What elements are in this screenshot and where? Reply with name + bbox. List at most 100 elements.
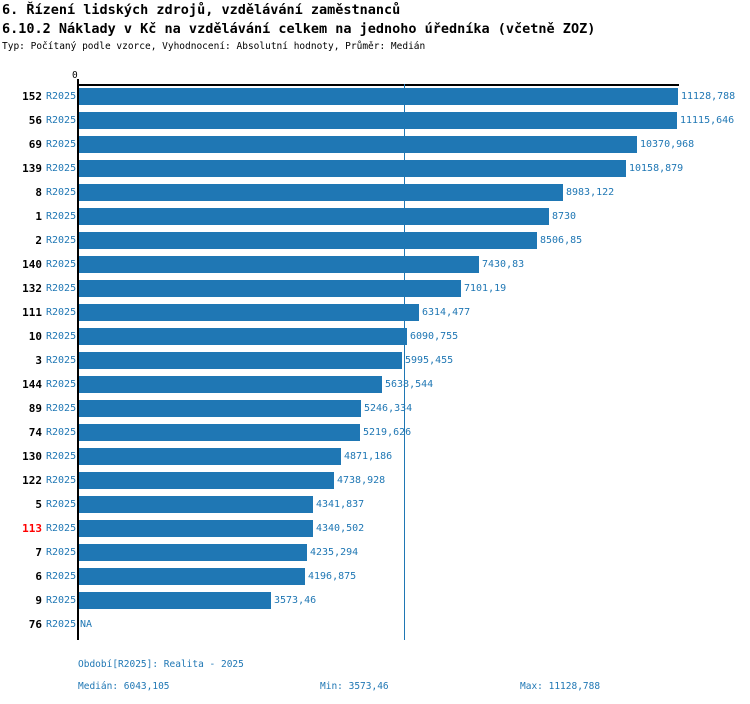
row-id-label: 113 [22, 522, 42, 535]
bar[interactable] [79, 184, 563, 201]
row-id-label: 122 [22, 474, 42, 487]
axis-top-line [77, 84, 679, 86]
table-row[interactable]: 6 R2025 4196,875 [0, 566, 750, 590]
bar-value-label: 7430,83 [482, 259, 525, 270]
row-period-label: R2025 [46, 523, 77, 534]
bar-value-label: 5219,626 [363, 427, 412, 438]
row-period-label: R2025 [46, 187, 77, 198]
axis-tick-0 [77, 79, 79, 85]
row-id-label: 56 [28, 114, 42, 127]
row-id-label: 10 [28, 330, 42, 343]
row-period-label: R2025 [46, 571, 77, 582]
table-row[interactable]: 69 R2025 10370,968 [0, 134, 750, 158]
row-id-label: 111 [22, 306, 42, 319]
table-row[interactable]: 76 R2025 NA [0, 614, 750, 638]
bar[interactable] [79, 256, 479, 273]
table-row[interactable]: 1 R2025 8730 [0, 206, 750, 230]
bar-value-label: 3573,46 [274, 595, 317, 606]
row-period-label: R2025 [46, 163, 77, 174]
table-row[interactable]: 2 R2025 8506,85 [0, 230, 750, 254]
bar[interactable] [79, 112, 677, 129]
table-row[interactable]: 9 R2025 3573,46 [0, 590, 750, 614]
row-period-label: R2025 [46, 595, 77, 606]
table-row[interactable]: 140 R2025 7430,83 [0, 254, 750, 278]
bar[interactable] [79, 304, 419, 321]
table-row[interactable]: 132 R2025 7101,19 [0, 278, 750, 302]
table-row[interactable]: 8 R2025 8983,122 [0, 182, 750, 206]
bar[interactable] [79, 328, 407, 345]
bar-value-label: 5995,455 [405, 355, 454, 366]
bar[interactable] [79, 520, 313, 537]
row-id-label: 130 [22, 450, 42, 463]
table-row[interactable]: 130 R2025 4871,186 [0, 446, 750, 470]
table-row[interactable]: 5 R2025 4341,837 [0, 494, 750, 518]
footer-max-stat: Max: 11128,788 [520, 681, 601, 692]
bar-value-label: 4871,186 [344, 451, 393, 462]
row-period-label: R2025 [46, 283, 77, 294]
bar-value-label: 11115,646 [680, 115, 735, 126]
bar[interactable] [79, 472, 334, 489]
row-id-label: 1 [35, 210, 42, 223]
table-row[interactable]: 7 R2025 4235,294 [0, 542, 750, 566]
table-row[interactable]: 74 R2025 5219,626 [0, 422, 750, 446]
row-id-label: 5 [35, 498, 42, 511]
bar[interactable] [79, 424, 360, 441]
bar[interactable] [79, 88, 678, 105]
table-row[interactable]: 89 R2025 5246,334 [0, 398, 750, 422]
row-id-label: 69 [28, 138, 42, 151]
row-period-label: R2025 [46, 211, 77, 222]
row-period-label: R2025 [46, 139, 77, 150]
bar[interactable] [79, 568, 305, 585]
bar-value-label: 5246,334 [364, 403, 413, 414]
footer-period-note: Období[R2025]: Realita - 2025 [78, 659, 244, 670]
bar[interactable] [79, 592, 271, 609]
bar[interactable] [79, 544, 307, 561]
row-period-label: R2025 [46, 331, 77, 342]
row-period-label: R2025 [46, 259, 77, 270]
row-period-label: R2025 [46, 547, 77, 558]
bar[interactable] [79, 400, 361, 417]
bar-value-label: NA [80, 619, 93, 630]
axis-origin-label: 0 [72, 70, 78, 81]
row-id-label: 144 [22, 378, 42, 391]
row-id-label: 140 [22, 258, 42, 271]
row-id-label: 152 [22, 90, 42, 103]
bar[interactable] [79, 448, 341, 465]
bar-value-label: 5638,544 [385, 379, 434, 390]
row-period-label: R2025 [46, 475, 77, 486]
chart-title: 6.10.2 Náklady v Kč na vzdělávání celkem… [2, 21, 596, 37]
row-period-label: R2025 [46, 307, 77, 318]
row-period-label: R2025 [46, 355, 77, 366]
row-period-label: R2025 [46, 451, 77, 462]
row-id-label: 7 [35, 546, 42, 559]
table-row[interactable]: 111 R2025 6314,477 [0, 302, 750, 326]
footer-min-stat: Min: 3573,46 [320, 681, 389, 692]
table-row[interactable]: 10 R2025 6090,755 [0, 326, 750, 350]
bar-value-label: 6090,755 [410, 331, 459, 342]
table-row[interactable]: 139 R2025 10158,879 [0, 158, 750, 182]
table-row[interactable]: 144 R2025 5638,544 [0, 374, 750, 398]
bar[interactable] [79, 160, 626, 177]
bar-value-label: 11128,788 [681, 91, 736, 102]
table-row[interactable]: 3 R2025 5995,455 [0, 350, 750, 374]
bar[interactable] [79, 136, 637, 153]
table-row[interactable]: 122 R2025 4738,928 [0, 470, 750, 494]
row-id-label: 76 [28, 618, 42, 631]
bar[interactable] [79, 352, 402, 369]
bar[interactable] [79, 280, 461, 297]
row-id-label: 6 [35, 570, 42, 583]
row-period-label: R2025 [46, 403, 77, 414]
bar[interactable] [79, 496, 313, 513]
row-period-label: R2025 [46, 499, 77, 510]
bar-value-label: 10158,879 [629, 163, 684, 174]
bar[interactable] [79, 232, 537, 249]
table-row[interactable]: 113 R2025 4340,502 [0, 518, 750, 542]
table-row[interactable]: 56 R2025 11115,646 [0, 110, 750, 134]
bar[interactable] [79, 376, 382, 393]
bar[interactable] [79, 208, 549, 225]
footer-median-stat: Medián: 6043,105 [78, 681, 170, 692]
page-title: 6. Řízení lidských zdrojů, vzdělávání za… [2, 2, 401, 18]
table-row[interactable]: 152 R2025 11128,788 [0, 86, 750, 110]
row-id-label: 139 [22, 162, 42, 175]
